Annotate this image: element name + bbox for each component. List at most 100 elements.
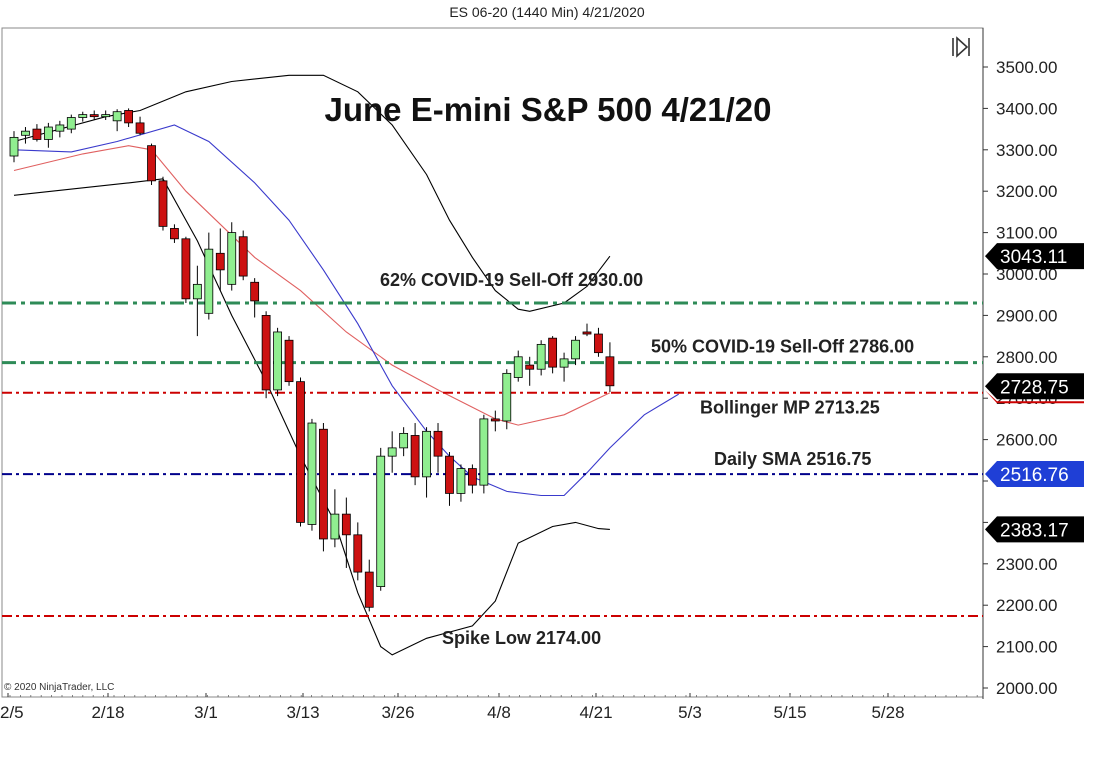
y-tick-label: 3200.00 — [996, 182, 1057, 201]
y-tick-label: 2100.00 — [996, 638, 1057, 657]
candle-up — [21, 130, 30, 136]
reference-line-label: 50% COVID-19 Sell-Off 2786.00 — [651, 337, 914, 357]
candle-down — [250, 281, 260, 302]
candle-up — [55, 124, 65, 132]
chart-title: June E-mini S&P 500 4/21/20 — [325, 91, 772, 128]
candle-up — [192, 283, 202, 300]
candle-down — [364, 571, 374, 608]
candle-up — [502, 372, 512, 422]
candle-up — [536, 343, 546, 370]
window-title: ES 06-20 (1440 Min) 4/21/2020 — [449, 4, 645, 20]
candle-down — [490, 418, 500, 422]
candle-down — [467, 468, 477, 486]
x-tick-label: 5/28 — [871, 703, 904, 722]
candle-up — [9, 136, 19, 157]
reference-line-label: Spike Low 2174.00 — [442, 628, 601, 648]
x-tick-label: 2/18 — [91, 703, 124, 722]
reference-line-label: Bollinger MP 2713.25 — [700, 398, 880, 418]
candle-down — [410, 435, 420, 478]
candle-down — [319, 428, 328, 540]
candle-down — [548, 337, 558, 368]
bollinger-lower-line — [13, 178, 610, 656]
y-tick-label: 3000.00 — [996, 265, 1057, 284]
candle-down — [89, 114, 99, 118]
candle-up — [43, 126, 53, 140]
y-tick-label: 3300.00 — [996, 141, 1057, 160]
candle-up — [101, 114, 111, 118]
y-tick-label: 2300.00 — [996, 555, 1057, 574]
x-tick-label: 3/1 — [194, 703, 218, 722]
candle-down — [605, 356, 615, 387]
price-marker-box — [985, 243, 1084, 270]
x-tick-label: 3/13 — [286, 703, 319, 722]
price-marker: 2516.76 — [985, 461, 1084, 488]
candle-down — [296, 381, 305, 523]
candle-down — [124, 110, 133, 124]
candle-down — [433, 430, 443, 457]
candle-up — [387, 447, 397, 457]
candle-up — [559, 358, 569, 368]
y-tick-label: 2800.00 — [996, 348, 1057, 367]
price-marker-box — [985, 373, 1084, 400]
price-marker-box — [985, 516, 1084, 543]
price-marker-label: 2728.75 — [1000, 377, 1069, 398]
candle-up — [479, 418, 489, 486]
candle-up — [227, 232, 237, 285]
candle-down — [215, 252, 225, 271]
y-tick-label: 3400.00 — [996, 99, 1057, 118]
price-marker-label: 2516.76 — [1000, 465, 1069, 486]
x-tick-label: 4/21 — [579, 703, 612, 722]
candle-down — [238, 236, 248, 277]
y-tick-label: 2900.00 — [996, 306, 1057, 325]
candle-up — [66, 117, 76, 130]
scroll-end-icon[interactable] — [952, 36, 970, 58]
candle-down — [525, 364, 535, 370]
y-tick-label: 2000.00 — [996, 679, 1057, 698]
candle-up — [376, 455, 386, 587]
price-marker: 2728.75 — [985, 373, 1084, 404]
candle-down — [594, 333, 603, 354]
candle-down — [353, 534, 363, 573]
candle-up — [456, 468, 466, 494]
candle-up — [307, 422, 317, 525]
x-tick-label: 4/8 — [487, 703, 511, 722]
candle-up — [513, 356, 523, 378]
candle-down — [135, 122, 145, 134]
x-tick-label: 3/26 — [381, 703, 414, 722]
scroll-end-glyph — [952, 36, 970, 58]
price-marker-label: 3043.11 — [1000, 247, 1067, 268]
y-tick-label: 3500.00 — [996, 58, 1057, 77]
bollinger-upper-line — [13, 74, 611, 312]
y-tick-label: 2200.00 — [996, 596, 1057, 615]
candle-up — [399, 432, 409, 449]
bollinger-mid-line — [13, 145, 611, 426]
reference-line-label: Daily SMA 2516.75 — [714, 449, 871, 469]
candle-up — [112, 111, 122, 122]
candle-down — [582, 331, 592, 335]
price-marker-accent — [985, 390, 1084, 404]
candle-up — [204, 248, 214, 314]
price-marker-box — [985, 461, 1084, 488]
candle-down — [170, 228, 179, 240]
candle-down — [284, 339, 294, 383]
candle-down — [32, 128, 42, 140]
x-tick-label: 5/15 — [773, 703, 806, 722]
candle-up — [273, 331, 282, 391]
candle-up — [571, 339, 580, 360]
candle-up — [78, 114, 88, 118]
x-tick-label: 2/5 — [0, 703, 24, 722]
candle-down — [261, 314, 271, 391]
candle-down — [445, 455, 454, 494]
copyright-text: © 2020 NinjaTrader, LLC — [4, 682, 114, 693]
candle-up — [330, 513, 340, 540]
candle-down — [147, 145, 156, 182]
price-marker: 3043.11 — [985, 243, 1084, 270]
candle-down — [341, 513, 351, 536]
candle-up — [422, 430, 431, 478]
price-marker-label: 2383.17 — [1000, 520, 1069, 541]
y-tick-label: 3100.00 — [996, 224, 1057, 243]
x-tick-label: 5/3 — [678, 703, 702, 722]
candle-down — [158, 180, 168, 227]
price-marker: 2383.17 — [985, 516, 1084, 543]
